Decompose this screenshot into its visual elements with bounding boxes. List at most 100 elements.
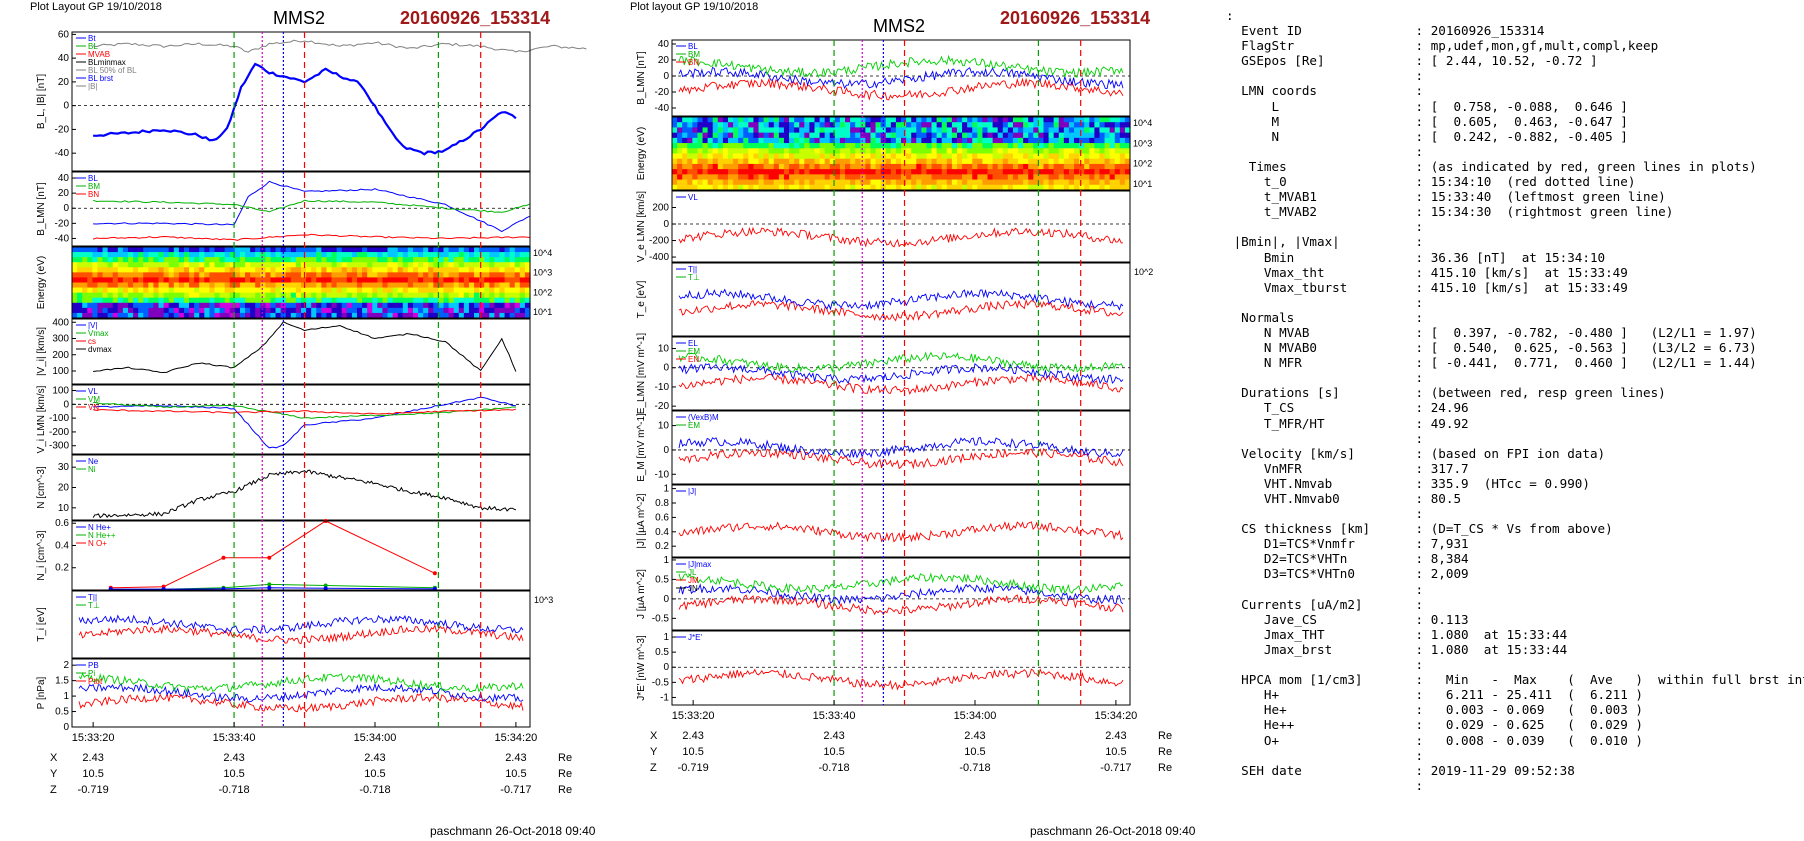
heatmap-cell [463, 262, 470, 268]
heatmap-cell [250, 257, 256, 263]
heatmap-cell [809, 122, 816, 129]
heatmap-cell [397, 307, 404, 314]
heatmap-cell [819, 153, 826, 160]
heatmap-cell [1038, 184, 1045, 191]
heatmap-cell [885, 179, 892, 186]
heatmap-cell [509, 282, 516, 289]
heatmap-cell [494, 312, 501, 319]
heatmap-cell [127, 312, 134, 319]
heatmap-cell [321, 287, 328, 294]
heatmap-cell [295, 302, 302, 309]
heatmap-cell [692, 174, 699, 181]
trace-line [678, 66, 1124, 90]
heatmap-cell [458, 282, 465, 289]
heatmap-cell [524, 297, 531, 304]
heatmap-cell [250, 287, 256, 294]
heatmap-cell [890, 169, 897, 175]
position-value: 10.5 [682, 746, 703, 758]
heatmap-cell [906, 143, 912, 149]
heatmap-cell [351, 312, 358, 319]
energy-tick-label: 10^1 [533, 307, 552, 317]
heatmap-cell [448, 267, 455, 273]
heatmap-cell [972, 143, 978, 149]
heatmap-cell [397, 287, 404, 294]
heatmap-cell [1048, 127, 1055, 134]
heatmap-cell [855, 158, 861, 165]
heatmap-cell [773, 158, 780, 165]
heatmap-cell [356, 287, 363, 294]
heatmap-cell [987, 122, 994, 129]
heatmap-cell [377, 257, 384, 263]
time-tick-label: 15:34:20 [494, 732, 537, 744]
heatmap-cell [372, 287, 378, 294]
heatmap-cell [1063, 127, 1070, 134]
heatmap-cell [697, 127, 704, 134]
heatmap-cell [717, 132, 724, 139]
heatmap-cell [901, 174, 907, 181]
heatmap-cell [855, 184, 861, 191]
heatmap-cell [362, 267, 368, 273]
heatmap-cell [763, 143, 770, 149]
heatmap-cell [301, 247, 307, 253]
heatmap-cell [107, 262, 114, 268]
heatmap-cell [183, 312, 190, 319]
heatmap-cell [839, 122, 846, 129]
heatmap-cell [1089, 137, 1095, 144]
heatmap-cell [829, 148, 836, 155]
heatmap-cell [809, 143, 816, 149]
heatmap-cell [168, 292, 175, 299]
heatmap-cell [367, 257, 373, 263]
heatmap-cell [306, 312, 312, 319]
heatmap-cell [463, 247, 470, 253]
heatmap-cell [1099, 137, 1106, 144]
time-tick-label: 15:33:20 [672, 710, 715, 722]
heatmap-cell [743, 184, 749, 191]
heatmap-cell [1094, 143, 1101, 149]
heatmap-cell [260, 272, 266, 279]
heatmap-cell [1063, 158, 1070, 165]
heatmap-cell [692, 153, 699, 160]
heatmap-cell [804, 148, 810, 155]
heatmap-cell [809, 158, 816, 165]
heatmap-cell [468, 267, 475, 273]
heatmap-cell [250, 292, 256, 299]
heatmap-cell [880, 163, 887, 170]
heatmap-cell [229, 312, 236, 319]
heatmap-cell [402, 262, 409, 268]
heatmap-cell [1104, 148, 1111, 155]
heatmap-cell [702, 163, 709, 170]
heatmap-cell [677, 132, 683, 139]
heatmap-cell [433, 252, 439, 258]
heatmap-cell [717, 143, 724, 149]
heatmap-cell [727, 184, 734, 191]
heatmap-cell [982, 153, 989, 160]
heatmap-cell [117, 257, 124, 263]
heatmap-cell [906, 137, 912, 144]
heatmap-cell [916, 174, 922, 181]
heatmap-cell [778, 132, 785, 139]
heatmap-cell [397, 247, 404, 253]
heatmap-cell [992, 184, 999, 191]
heatmap-cell [972, 184, 978, 191]
heatmap-cell [890, 158, 897, 165]
heatmap-cell [412, 267, 419, 273]
heatmap-cell [987, 184, 994, 191]
heatmap-cell [753, 143, 760, 149]
heatmap-cell [839, 127, 846, 134]
heatmap-cell [941, 127, 948, 134]
heatmap-cell [951, 143, 958, 149]
heatmap-cell [316, 247, 322, 253]
heatmap-cell [290, 282, 297, 289]
heatmap-cell [356, 247, 363, 253]
heatmap-cell [753, 163, 760, 170]
heatmap-cell [362, 282, 368, 289]
heatmap-cell [936, 153, 943, 160]
heatmap-cell [438, 307, 445, 314]
heatmap-cell [301, 312, 307, 319]
heatmap-cell [72, 297, 78, 304]
heatmap-cell [906, 153, 912, 160]
heatmap-cell [458, 287, 465, 294]
heatmap-cell [270, 292, 277, 299]
heatmap-cell [219, 252, 226, 258]
heatmap-cell [850, 179, 856, 186]
